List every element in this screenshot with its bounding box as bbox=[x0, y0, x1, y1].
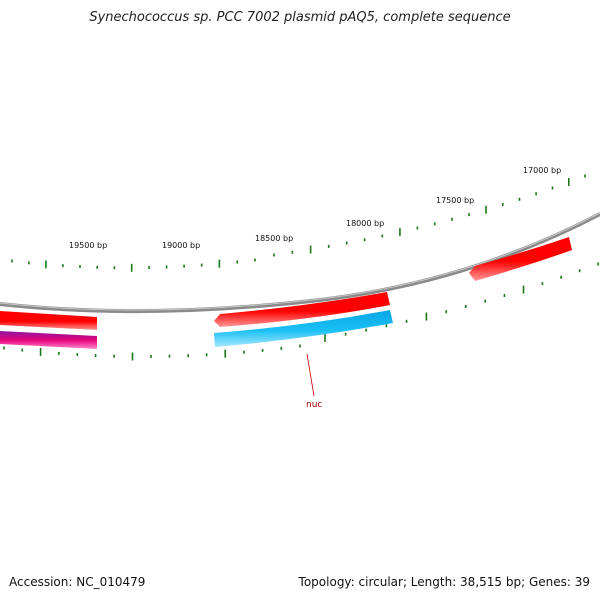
outer-ring-minor-tick bbox=[535, 192, 537, 196]
outer-ring-minor-tick bbox=[200, 263, 203, 267]
inner-ring-minor-tick bbox=[150, 355, 152, 358]
outer-ring-minor-tick bbox=[28, 261, 30, 265]
inner-ring-minor-tick bbox=[3, 346, 5, 350]
inner-ring-minor-tick bbox=[503, 294, 506, 297]
outer-ring-minor-tick bbox=[11, 259, 13, 263]
outer-ring-minor-tick bbox=[79, 265, 81, 269]
topology-summary: Topology: circular; Length: 38,515 bp; G… bbox=[298, 575, 590, 589]
reverse-strand-genes bbox=[0, 310, 393, 349]
outer-ring-minor-tick bbox=[291, 250, 294, 254]
inner-ring-minor-tick bbox=[168, 354, 171, 358]
outer-ring-minor-tick bbox=[363, 238, 366, 242]
inner-ring-minor-tick bbox=[484, 299, 486, 303]
inner-ring-minor-tick bbox=[541, 282, 544, 286]
inner-ring-minor-tick bbox=[113, 354, 115, 358]
outer-ring-minor-tick bbox=[148, 266, 150, 269]
inner-ring-minor-tick bbox=[76, 353, 79, 357]
outer-ring-minor-tick bbox=[584, 174, 586, 178]
outer-ring-major-tick bbox=[130, 263, 133, 272]
inner-ring-major-tick bbox=[425, 312, 428, 321]
outer-ring-minor-tick bbox=[113, 266, 116, 270]
outer-ring-minor-tick bbox=[502, 203, 504, 207]
inner-ring-minor-tick bbox=[578, 269, 581, 273]
outer-ring-minor-tick bbox=[273, 253, 275, 257]
inner-ring-major-tick bbox=[131, 352, 134, 361]
inner-ring-minor-tick bbox=[261, 348, 264, 352]
tick-label-17500: 17500 bp bbox=[436, 196, 474, 205]
inner-ring-minor-tick bbox=[385, 324, 388, 328]
inner-ring-minor-tick bbox=[94, 354, 97, 357]
inner-ring-minor-tick bbox=[445, 310, 447, 314]
tick-label-18000: 18000 bp bbox=[346, 219, 384, 228]
outer-ring-major-tick bbox=[485, 205, 487, 214]
inner-ring-minor-tick bbox=[243, 350, 245, 354]
outer-ring-major-tick bbox=[309, 245, 312, 254]
inner-ring-minor-tick bbox=[560, 275, 562, 279]
outer-tick-ring bbox=[11, 174, 586, 272]
inner-ring-minor-tick bbox=[597, 262, 599, 266]
outer-ring-minor-tick bbox=[165, 265, 168, 269]
outer-ring-minor-tick bbox=[62, 264, 64, 268]
tick-label-18500: 18500 bp bbox=[255, 234, 293, 243]
nuc-label-line bbox=[306, 353, 315, 397]
forward-strand-genes bbox=[0, 237, 572, 330]
gene-nuc[interactable] bbox=[214, 310, 393, 347]
outer-ring-minor-tick bbox=[96, 265, 98, 269]
tick-label-19500: 19500 bp bbox=[69, 241, 107, 250]
outer-ring-minor-tick bbox=[327, 244, 330, 248]
gene-label-nuc[interactable]: nuc bbox=[306, 400, 322, 410]
inner-ring-major-tick bbox=[324, 334, 326, 342]
map-title: Synechococcus sp. PCC 7002 plasmid pAQ5,… bbox=[89, 10, 511, 25]
tick-labels: 17000 bp 17500 bp 18000 bp 18500 bp 1900… bbox=[69, 166, 561, 250]
outer-ring-minor-tick bbox=[381, 234, 384, 238]
outer-ring-minor-tick bbox=[345, 241, 348, 245]
inner-ring-minor-tick bbox=[205, 353, 208, 357]
gene-label-nuc-group: nuc bbox=[306, 353, 322, 410]
outer-ring-major-tick bbox=[45, 260, 47, 269]
outer-ring-minor-tick bbox=[468, 213, 470, 217]
inner-ring-minor-tick bbox=[187, 354, 189, 358]
inner-ring-major-tick bbox=[224, 349, 226, 358]
outer-ring-minor-tick bbox=[433, 222, 436, 226]
inner-ring-major-tick bbox=[39, 347, 42, 356]
plasmid-backbone bbox=[0, 212, 600, 314]
outer-ring-major-tick bbox=[399, 228, 401, 237]
outer-ring-minor-tick bbox=[183, 264, 185, 268]
inner-ring-minor-tick bbox=[365, 328, 367, 332]
tick-label-19000: 19000 bp bbox=[162, 241, 200, 250]
inner-ring-minor-tick bbox=[280, 346, 283, 350]
outer-ring-minor-tick bbox=[236, 260, 238, 264]
gene-magenta[interactable] bbox=[0, 331, 97, 349]
outer-ring-minor-tick bbox=[518, 197, 521, 201]
gene-red-3[interactable] bbox=[469, 237, 572, 281]
outer-ring-major-tick bbox=[568, 178, 570, 187]
inner-ring-major-tick bbox=[522, 285, 525, 294]
accession-text: Accession: NC_010479 bbox=[9, 575, 146, 589]
outer-ring-minor-tick bbox=[451, 217, 453, 221]
inner-ring-minor-tick bbox=[21, 348, 24, 352]
outer-ring-minor-tick bbox=[254, 258, 256, 262]
inner-tick-ring bbox=[3, 262, 599, 361]
inner-ring-minor-tick bbox=[58, 351, 60, 355]
outer-ring-major-tick bbox=[218, 259, 221, 268]
inner-ring-minor-tick bbox=[299, 344, 301, 348]
tick-label-17000: 17000 bp bbox=[523, 166, 561, 175]
gene-red-1[interactable] bbox=[0, 311, 97, 330]
inner-ring-minor-tick bbox=[344, 332, 347, 336]
outer-ring-minor-tick bbox=[551, 186, 554, 190]
inner-ring-minor-tick bbox=[405, 319, 408, 323]
inner-ring-minor-tick bbox=[464, 305, 467, 308]
outer-ring-minor-tick bbox=[416, 226, 419, 230]
gene-red-2[interactable] bbox=[214, 292, 390, 327]
